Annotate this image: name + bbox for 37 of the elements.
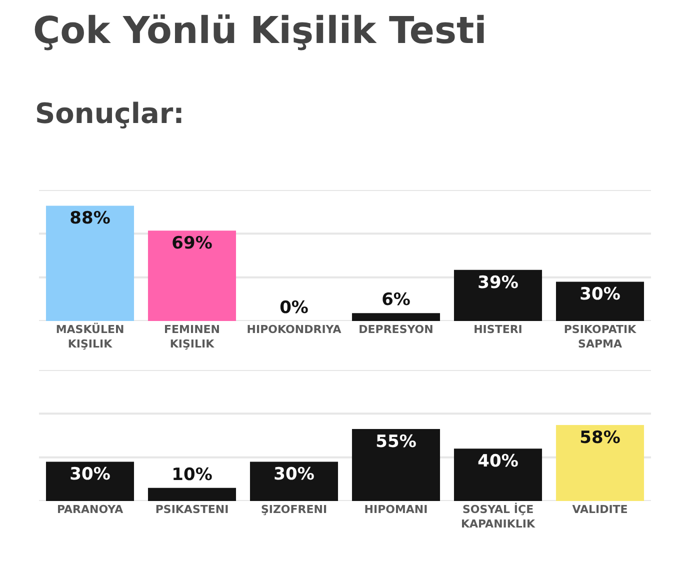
bar (454, 270, 542, 321)
bar (454, 448, 542, 501)
x-tick-label: HIPOMANI (364, 503, 428, 516)
bar (352, 428, 440, 501)
x-tick-label: DEPRESYON (358, 323, 434, 336)
chart-subtitle: Sonuçlar: (35, 97, 184, 130)
data-label: 40% (478, 452, 518, 472)
x-tick-label: VALIDITE (572, 503, 628, 516)
bar (46, 462, 134, 501)
bar (148, 488, 236, 501)
data-label: 0% (280, 298, 308, 318)
data-label: 58% (580, 428, 620, 448)
bar (556, 425, 644, 501)
bar (352, 313, 440, 321)
bar (46, 206, 134, 321)
chart-title: Çok Yönlü Kişilik Testi (33, 8, 487, 52)
x-tick-label: FEMINEN KIŞILIK (164, 323, 220, 350)
x-tick-label: SOSYAL İÇE KAPANIKLIK (460, 502, 536, 530)
x-tick-label: PARANOYA (56, 503, 124, 516)
data-label: 88% (70, 208, 110, 229)
x-tick-label: PSIKOPATIK SAPMA (564, 323, 637, 350)
data-label: 6% (382, 290, 410, 310)
data-label: 39% (478, 272, 518, 293)
x-tick-label: PSIKASTENI (155, 503, 229, 516)
data-label: 55% (376, 432, 416, 452)
bar (148, 230, 236, 321)
x-tick-label: HIPOKONDRIYA (246, 323, 342, 336)
data-label: 10% (172, 464, 212, 485)
data-label: 69% (172, 234, 212, 254)
data-label: 30% (580, 284, 620, 305)
data-label: 30% (274, 464, 314, 485)
x-tick-label: HISTERI (474, 323, 522, 336)
x-tick-label: MASKÜLEN KIŞILIK (56, 322, 124, 350)
bar (250, 462, 338, 501)
x-tick-label: ŞIZOFRENI (260, 503, 328, 516)
data-label: 30% (70, 464, 110, 485)
bar (556, 282, 644, 321)
